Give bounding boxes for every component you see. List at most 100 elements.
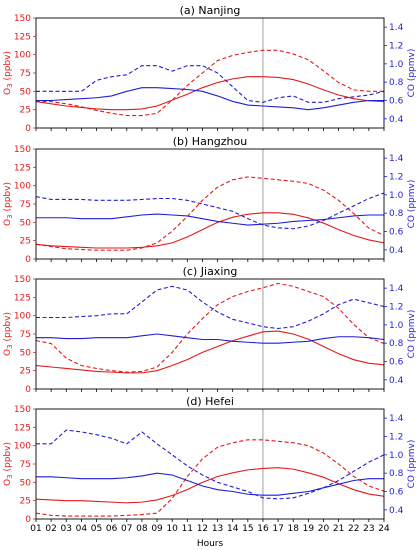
left-axis-label: O3 (ppbv) (3, 312, 14, 356)
x-tick-label: 03 (61, 524, 72, 534)
left-tick-label: 125 (14, 423, 31, 433)
right-tick-label: 0.4 (389, 506, 404, 516)
co-dashed-line (36, 285, 385, 330)
right-tick-label: 0.6 (389, 228, 404, 238)
left-tick-label: 125 (14, 32, 31, 42)
panel-title: (d) Hefei (186, 395, 234, 408)
x-tick-label: 07 (121, 524, 132, 534)
right-tick-label: 1.2 (389, 433, 403, 443)
left-tick-label: 25 (20, 106, 31, 116)
left-tick-label: 75 (20, 330, 31, 340)
left-tick-label: 150 (14, 145, 31, 155)
right-axis-label: CO (ppmv) (407, 440, 417, 489)
right-tick-label: 1.0 (389, 451, 404, 461)
co-solid-line (36, 87, 384, 111)
right-tick-label: 1.2 (389, 303, 403, 313)
co-dashed-line (35, 192, 385, 230)
left-tick-label: 100 (14, 442, 31, 452)
panel-title: (c) Jiaxing (183, 265, 238, 278)
right-tick-label: 1.4 (389, 414, 404, 424)
left-axis-label: O3 (ppbv) (3, 442, 14, 486)
x-tick-label: 02 (45, 524, 56, 534)
plot-frame (35, 17, 385, 129)
left-tick-label: 75 (20, 200, 31, 210)
x-tick-label: 01 (30, 524, 41, 534)
x-tick-label: 16 (257, 524, 269, 534)
panels: (a) Nanjing02550751001251500.40.60.81.01… (3, 4, 417, 534)
x-tick-label: 19 (303, 524, 315, 534)
right-tick-label: 0.4 (389, 246, 404, 256)
co-dashed-line (36, 429, 385, 500)
plot-frame (35, 278, 385, 390)
x-tick-label: 08 (136, 524, 148, 534)
left-tick-label: 0 (25, 255, 31, 265)
x-tick-label: 14 (227, 524, 239, 534)
x-tick-label: 21 (333, 524, 344, 534)
x-tick-label: 10 (166, 524, 178, 534)
x-tick-label: 15 (242, 524, 253, 534)
right-tick-label: 1.4 (389, 284, 404, 294)
right-tick-label: 0.8 (389, 339, 404, 349)
right-tick-label: 1.0 (389, 60, 404, 70)
co-solid-line (36, 472, 384, 496)
right-tick-label: 1.0 (389, 321, 404, 331)
x-tick-label: 06 (106, 524, 118, 534)
right-tick-label: 1.4 (389, 154, 404, 164)
left-tick-label: 150 (14, 14, 31, 24)
o3-dashed-line (35, 176, 385, 251)
x-tick-label: 05 (91, 524, 102, 534)
panel-1: (a) Nanjing 0 25 50 75 100 125 150 0.4 0.6 0.8 1.0 1… (3, 4, 417, 134)
o3-dashed-line (36, 49, 384, 117)
left-tick-label: 150 (14, 405, 31, 415)
o3-solid-line (35, 467, 385, 504)
o3-dashed-line (35, 439, 385, 517)
left-tick-label: 75 (20, 460, 31, 470)
o3-solid-line (35, 330, 385, 374)
left-tick-label: 50 (20, 478, 32, 488)
x-tick-label: 18 (287, 524, 299, 534)
panel-4: (d) Hefei 0 25 50 75 100 125 150 0.4 0.6 0.8 1.0 1.2… (3, 395, 417, 525)
left-tick-label: 125 (14, 293, 31, 303)
left-tick-label: 100 (14, 312, 31, 322)
left-tick-label: 25 (20, 237, 31, 247)
left-axis-label: O3 (ppbv) (3, 51, 14, 95)
left-axis-label: O3 (ppbv) (3, 182, 14, 226)
x-tick-label: 13 (212, 524, 223, 534)
plot-frame (35, 408, 385, 520)
panel-3: (c) Jiaxing 0 25 50 75 100 125 150 0.4 0.6 0.8 1.0 1… (3, 265, 417, 395)
co-dashed-line (36, 65, 385, 103)
x-tick-label: 20 (318, 524, 330, 534)
right-tick-label: 1.2 (389, 173, 403, 183)
x-tick-labels: 01 02 03 04 05 06 07 08 09 10 11 12 13 14 15 16 17 18 19 20… (30, 524, 390, 534)
o3-solid-line (35, 76, 385, 111)
x-tick-label: 12 (197, 524, 208, 534)
right-tick-label: 0.8 (389, 209, 404, 219)
right-axis-label: CO (ppmv) (407, 310, 417, 359)
left-tick-label: 100 (14, 51, 31, 61)
right-tick-label: 0.6 (389, 97, 404, 107)
x-axis-label: Hours (197, 539, 224, 549)
left-tick-label: 0 (25, 124, 31, 134)
x-tick-label: 22 (348, 524, 359, 534)
o3-solid-line (35, 212, 385, 249)
panel-title: (b) Hangzhou (173, 135, 247, 148)
left-tick-label: 150 (14, 275, 31, 285)
co-solid-line (36, 333, 385, 344)
right-tick-label: 1.4 (389, 23, 404, 33)
left-tick-label: 0 (25, 515, 31, 525)
co-solid-line (36, 213, 384, 226)
left-tick-label: 50 (20, 348, 32, 358)
right-tick-label: 0.4 (389, 115, 404, 125)
x-tick-label: 23 (363, 524, 374, 534)
right-tick-label: 0.6 (389, 358, 404, 368)
panel-title: (a) Nanjing (180, 4, 241, 17)
right-axis-label: CO (ppmv) (407, 49, 417, 98)
left-tick-label: 50 (20, 87, 32, 97)
right-tick-label: 1.2 (389, 42, 403, 52)
left-tick-label: 50 (20, 218, 32, 228)
x-tick-label: 11 (182, 524, 193, 534)
right-tick-label: 0.6 (389, 488, 404, 498)
left-tick-label: 125 (14, 163, 31, 173)
right-tick-label: 1.0 (389, 191, 404, 201)
left-tick-label: 0 (25, 385, 31, 395)
